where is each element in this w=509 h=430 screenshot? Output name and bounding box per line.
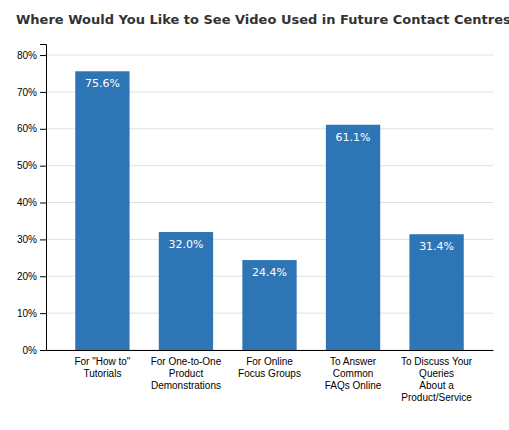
grid <box>46 55 493 350</box>
y-tick-label: 70% <box>17 87 37 98</box>
y-tick-label: 60% <box>17 123 37 134</box>
bar <box>409 234 463 350</box>
data-label: 61.1% <box>336 131 371 144</box>
x-tick-label-line: To Answer <box>330 356 377 367</box>
data-label: 31.4% <box>419 240 454 253</box>
y-tick-label: 30% <box>17 234 37 245</box>
y-tick: 50% <box>17 160 46 171</box>
x-tick-label-line: FAQs Online <box>325 380 382 391</box>
x-tick: For OnlineFocus Groups <box>238 356 301 379</box>
y-tick-mark <box>40 129 46 130</box>
y-tick-label: 20% <box>17 271 37 282</box>
y-tick: 80% <box>17 50 46 61</box>
x-tick-label-line: Common <box>333 368 374 379</box>
y-tick-mark <box>40 55 46 56</box>
x-axis-line <box>47 350 494 351</box>
x-tick-label-line: Product/Service <box>401 392 472 403</box>
bar <box>159 232 213 350</box>
x-tick: For "How to"Tutorials <box>74 356 130 379</box>
data-label: 24.4% <box>252 266 287 279</box>
y-tick-mark <box>40 239 46 240</box>
y-tick-mark <box>40 276 46 277</box>
x-tick-label-line: Product <box>169 368 204 379</box>
grid-line <box>46 55 493 56</box>
y-axis-line <box>40 45 47 351</box>
x-tick-label: For One-to-OneProductDemonstrations <box>151 356 222 391</box>
y-tick-mark <box>40 166 46 167</box>
y-tick-label: 40% <box>17 197 37 208</box>
y-tick: 30% <box>17 234 46 245</box>
y-tick-label: 0% <box>23 345 38 356</box>
bar <box>242 260 296 350</box>
bar <box>326 125 380 350</box>
x-tick: To AnswerCommonFAQs Online <box>325 356 382 391</box>
bars <box>75 71 464 350</box>
x-tick-label-line: For Online <box>246 356 293 367</box>
bar <box>75 71 129 350</box>
x-tick: To Discuss YourQueriesAbout aProduct/Ser… <box>401 356 473 403</box>
y-tick: 10% <box>17 308 46 319</box>
x-tick-label-line: Tutorials <box>83 368 121 379</box>
x-tick-label-line: Focus Groups <box>238 368 301 379</box>
y-tick-mark <box>40 92 46 93</box>
x-tick-label-line: About a <box>419 380 454 391</box>
plot: 0% 10% 20% 30% 40% 50% 60% 70% 80% For "How to"Tu… <box>17 45 494 404</box>
data-labels: 75.6% 32.0% 24.4% 61.1% 31.4% <box>85 77 454 279</box>
title: Where Would You Like to See Video Used i… <box>16 12 509 27</box>
x-tick-label: To AnswerCommonFAQs Online <box>325 356 382 391</box>
y-tick: 40% <box>17 197 46 208</box>
x-tick-label: For "How to"Tutorials <box>74 356 130 379</box>
x-tick-label-line: Queries <box>419 368 454 379</box>
data-label: 75.6% <box>85 77 120 90</box>
x-tick-label: For OnlineFocus Groups <box>238 356 301 379</box>
y-axis: 0% 10% 20% 30% 40% 50% 60% 70% 80% <box>17 45 47 356</box>
y-tick: 70% <box>17 87 46 98</box>
y-tick-mark <box>40 350 46 351</box>
y-tick: 60% <box>17 123 46 134</box>
x-tick-label-line: For "How to" <box>74 356 130 367</box>
y-tick-mark <box>40 203 46 204</box>
y-tick-label: 10% <box>17 308 37 319</box>
x-tick-label: To Discuss YourQueriesAbout aProduct/Ser… <box>401 356 473 403</box>
chart: Where Would You Like to See Video Used i… <box>0 0 509 430</box>
y-tick-label: 50% <box>17 160 37 171</box>
y-tick: 0% <box>23 345 46 356</box>
x-tick: For One-to-OneProductDemonstrations <box>151 356 222 391</box>
y-tick-label: 80% <box>17 50 37 61</box>
data-label: 32.0% <box>168 238 203 251</box>
x-tick-label-line: Demonstrations <box>151 380 221 391</box>
x-axis: For "How to"TutorialsFor One-to-OneProdu… <box>47 351 494 404</box>
x-tick-label-line: For One-to-One <box>151 356 222 367</box>
x-tick-label-line: To Discuss Your <box>401 356 473 367</box>
y-tick-mark <box>40 313 46 314</box>
y-tick: 20% <box>17 271 46 282</box>
